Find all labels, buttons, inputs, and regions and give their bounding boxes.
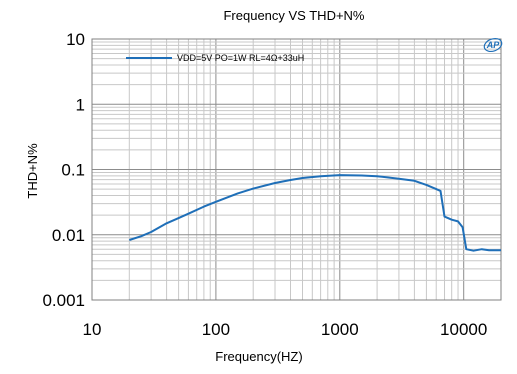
x-tick-label: 100 <box>202 320 230 339</box>
chart-title: Frequency VS THD+N% <box>223 8 364 23</box>
tick-labels: 10 100 1000 10000 10 1 0.1 0.01 0.001 <box>42 30 487 339</box>
x-tick-label: 10000 <box>440 320 487 339</box>
y-axis-label: THD+N% <box>25 143 40 199</box>
plot-frame <box>91 38 502 301</box>
plot-grid <box>91 39 502 301</box>
x-tick-label: 10 <box>83 320 102 339</box>
x-axis-label: Frequency(HZ) <box>215 349 302 364</box>
series-line <box>128 174 501 252</box>
y-tick-label: 0.001 <box>42 291 85 310</box>
y-tick-label: 0.01 <box>52 226 85 245</box>
legend-label: VDD=5V PO=1W RL=4Ω+33uH <box>177 53 304 63</box>
y-tick-label: 0.1 <box>61 161 85 180</box>
y-tick-label: 10 <box>66 30 85 49</box>
x-tick-label: 1000 <box>321 320 359 339</box>
y-tick-label: 1 <box>76 95 85 114</box>
logo-mark: AP <box>486 40 500 50</box>
ap-logo: AP <box>483 37 503 53</box>
legend: VDD=5V PO=1W RL=4Ω+33uH <box>126 53 304 63</box>
series-layer <box>128 174 501 252</box>
logo-ring <box>483 37 503 53</box>
